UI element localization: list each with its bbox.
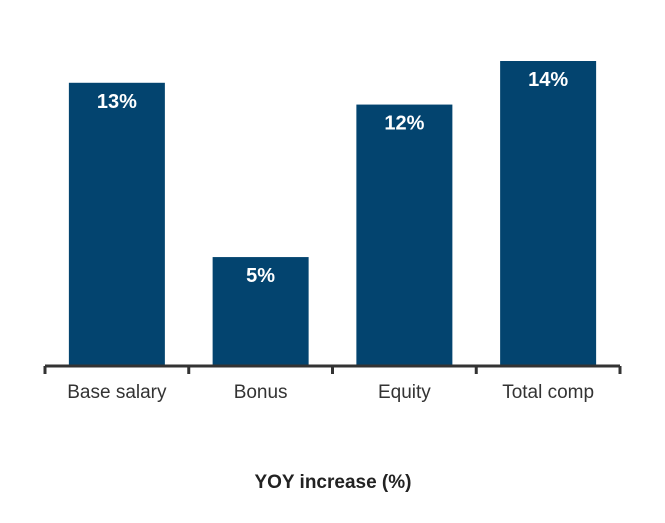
bar-equity [356, 104, 453, 367]
data-label: 12% [384, 113, 424, 135]
x-tick-label: Equity [378, 382, 431, 403]
data-label: 13% [97, 91, 137, 113]
bar-base-salary [68, 82, 165, 367]
x-tick-label: Bonus [234, 382, 288, 403]
x-axis-title: YOY increase (%) [254, 472, 411, 493]
bar-total-comp [500, 61, 597, 366]
x-tick-label: Base salary [67, 382, 167, 403]
data-label: 14% [528, 69, 568, 91]
x-tick-label: Total comp [502, 382, 594, 403]
bar-bonus [212, 257, 309, 366]
data-label: 5% [246, 265, 275, 287]
